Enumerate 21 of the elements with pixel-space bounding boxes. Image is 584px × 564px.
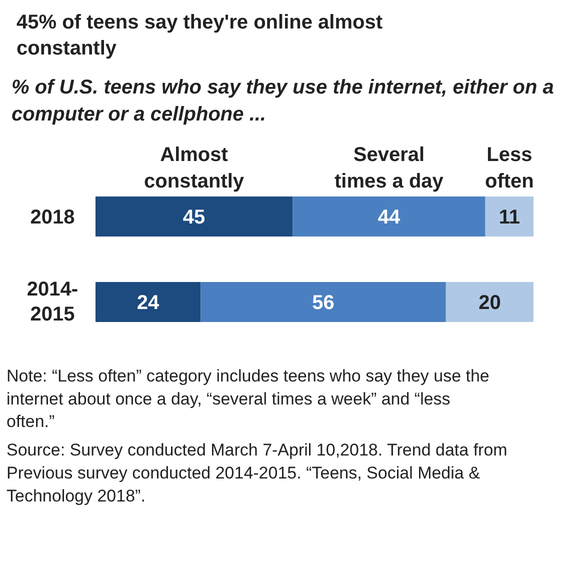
series-label: Less often — [484, 144, 534, 192]
series-label: Almost constantly — [144, 144, 245, 192]
bar — [485, 196, 534, 236]
source-note: Source: Survey conducted March 7-April 10,2018. Trend data from Previous survey conducted 2014-2015. “Teens, Social Media & Technology 2018”. — [6, 440, 508, 506]
bar — [446, 282, 534, 322]
bar — [292, 196, 486, 236]
bar — [96, 282, 201, 322]
data-label: 44 — [378, 206, 401, 228]
data-label: 45 — [182, 206, 206, 228]
data-label: 20 — [478, 292, 501, 314]
y-tick-label: 2014-2015 — [26, 278, 78, 326]
chart-subtitle: % of U.S. teens who say they use the internet, either on a computer or a cellphone ... — [12, 76, 554, 126]
bar — [96, 196, 293, 236]
series-label: Several times a day — [334, 144, 444, 192]
chart-title: 45% of teens say they're online almost constantly — [16, 12, 383, 60]
data-label: 56 — [312, 292, 334, 314]
data-label: 24 — [136, 292, 160, 314]
text: Note: “Less often” category includes teens who say they use the internet about once a day, “several times a week” and “less often.” — [6, 366, 490, 432]
bar — [200, 282, 446, 322]
y-tick-label: 2018 — [30, 206, 75, 228]
data-label: 11 — [498, 206, 520, 228]
